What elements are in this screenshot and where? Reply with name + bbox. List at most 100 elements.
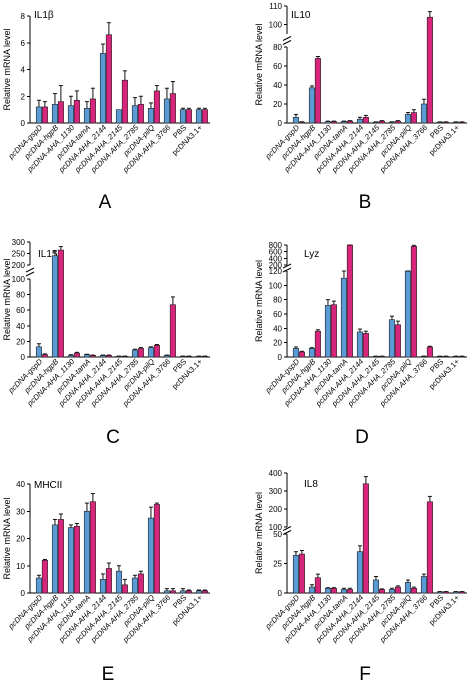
y-tick-label: 200 xyxy=(269,505,283,514)
y-tick-label: 100 xyxy=(12,275,26,284)
y-tick-label: 25 xyxy=(273,560,282,569)
bar-a-series2 xyxy=(89,98,96,124)
axis-break-mark xyxy=(282,36,292,41)
bar-b-series1 xyxy=(356,118,363,124)
bar-e-series2 xyxy=(57,519,64,594)
bar-d-series1 xyxy=(292,348,299,358)
y-tick-label: 110 xyxy=(269,2,282,11)
y-axis-label: Relative mRNA level xyxy=(254,23,264,105)
bar-f-series2 xyxy=(330,587,337,594)
y-tick-label: 250 xyxy=(12,250,26,259)
bar-d-series1 xyxy=(340,277,347,358)
bar-d-series1 xyxy=(308,348,315,358)
axis-break-mark xyxy=(25,271,35,277)
bar-a-series2 xyxy=(105,34,112,124)
y-axis-label: Relative mRNA level xyxy=(254,260,264,342)
y-tick-label: 30 xyxy=(16,507,25,516)
bar-a-series2 xyxy=(73,99,80,124)
bar-a-series2 xyxy=(137,103,144,124)
y-tick-label: 600 xyxy=(269,248,283,257)
bar-a-series2 xyxy=(169,93,176,124)
bar-e-series2 xyxy=(201,590,208,594)
axis-break-mark xyxy=(282,526,292,531)
y-tick-label: 40 xyxy=(16,322,25,331)
y-tick-label: 0 xyxy=(278,589,283,598)
axis-break-mark xyxy=(25,267,35,273)
bar-c-series1 xyxy=(147,347,154,358)
bar-c-series2 xyxy=(137,348,144,358)
y-tick-label: 0 xyxy=(278,353,283,362)
y-tick-label: 60 xyxy=(16,306,25,315)
bar-b-series1 xyxy=(308,87,315,124)
y-tick-label: 20 xyxy=(273,339,282,348)
bar-e-series1 xyxy=(99,579,106,594)
bar-a-series2 xyxy=(121,79,128,124)
bar-f-series1 xyxy=(308,586,315,594)
bar-c-series1 xyxy=(51,255,58,358)
bar-a-series1 xyxy=(131,105,138,124)
panel-letter: B xyxy=(359,192,372,213)
bar-f-series1 xyxy=(292,554,299,594)
bar-c-series2 xyxy=(57,249,64,358)
bar-a-series2 xyxy=(41,106,48,124)
bar-a-series1 xyxy=(179,109,186,124)
bar-e-series2 xyxy=(89,501,96,594)
y-tick-label: 40 xyxy=(273,81,282,90)
bar-a-series1 xyxy=(115,109,122,124)
bar-e-series2 xyxy=(169,590,176,594)
y-tick-label: 80 xyxy=(273,43,282,52)
y-axis-label: Relative mRNA level xyxy=(2,497,12,579)
bar-f-series1 xyxy=(372,579,379,594)
y-tick-label: 6 xyxy=(21,39,26,48)
bar-c-series2 xyxy=(153,344,160,358)
bar-d-series2 xyxy=(298,351,305,358)
bar-f-series2 xyxy=(378,589,385,594)
panel-letter: C xyxy=(106,427,120,448)
y-tick-label: 20 xyxy=(16,535,25,544)
bar-b-series2 xyxy=(426,16,433,124)
y-tick-label: 0 xyxy=(21,589,26,598)
bar-b-series2 xyxy=(330,121,337,124)
bar-e-series1 xyxy=(131,577,138,594)
y-tick-label: 10 xyxy=(16,562,25,571)
bar-e-series2 xyxy=(105,568,112,594)
y-tick-label: 0 xyxy=(21,353,26,362)
y-tick-label: 400 xyxy=(269,254,283,263)
bar-d-series2 xyxy=(330,304,337,358)
bar-e-series2 xyxy=(121,584,128,594)
bar-b-series2 xyxy=(362,117,369,124)
y-axis-label: Relative mRNA level xyxy=(2,28,12,110)
bar-d-series2 xyxy=(410,246,417,358)
y-tick-label: 200 xyxy=(12,261,26,270)
bar-e-series2 xyxy=(185,590,192,594)
bar-d-series2 xyxy=(394,324,401,358)
bar-d-series2 xyxy=(426,346,433,358)
bar-a-series2 xyxy=(57,101,64,124)
bar-b-series2 xyxy=(410,112,417,124)
y-tick-label: 0 xyxy=(278,119,283,128)
y-tick-label: 100 xyxy=(269,21,283,30)
bar-f-series1 xyxy=(356,551,363,594)
bar-f-series1 xyxy=(324,587,331,594)
bar-d-series2 xyxy=(314,330,321,358)
bar-d-series1 xyxy=(356,331,363,358)
bar-f-series2 xyxy=(298,553,305,594)
y-axis-label: Relative mRNA level xyxy=(2,258,12,340)
bar-b-series2 xyxy=(314,58,321,124)
bar-a-series2 xyxy=(201,109,208,124)
y-tick-label: 80 xyxy=(273,296,282,305)
bar-a-series1 xyxy=(83,107,90,124)
bar-c-series2 xyxy=(89,355,96,358)
bar-f-series2 xyxy=(394,586,401,594)
panel-title: IL8 xyxy=(304,479,318,490)
y-tick-label: 200 xyxy=(269,261,283,270)
bar-d-series2 xyxy=(346,244,353,358)
y-tick-label: 8 xyxy=(21,12,26,21)
y-tick-label: 50 xyxy=(273,530,282,539)
y-tick-label: 800 xyxy=(269,241,283,250)
bar-b-series1 xyxy=(404,114,411,124)
y-tick-label: 100 xyxy=(269,281,283,290)
bar-a-series1 xyxy=(195,109,202,124)
bar-a-series1 xyxy=(35,106,42,124)
bar-d-series1 xyxy=(404,270,411,358)
